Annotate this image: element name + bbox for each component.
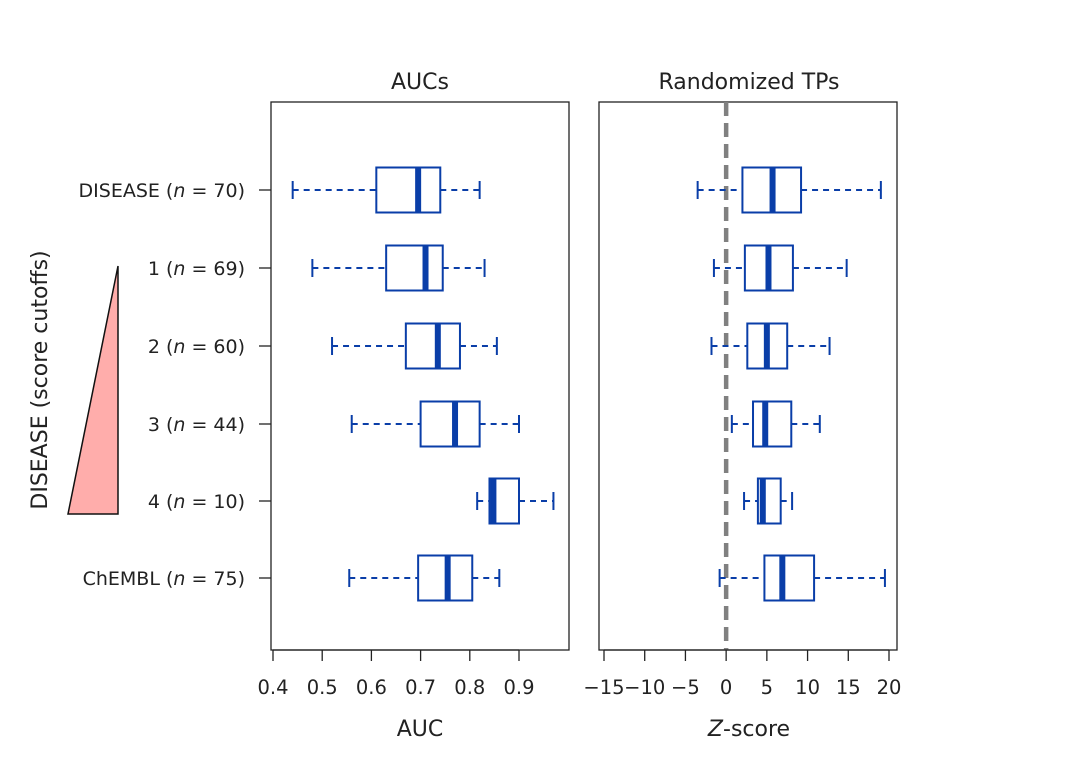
category-label-suffix: = 60) (185, 336, 245, 358)
category-label-n: n (173, 414, 185, 436)
boxplot-aucs (331, 322, 498, 370)
category-label-n: n (173, 568, 185, 590)
panel-title-aucs: AUCs (391, 70, 449, 95)
iqr-box (375, 166, 442, 214)
boxplot-aucs (476, 477, 555, 525)
x-tick-label: 0 (720, 676, 732, 699)
category-label-prefix: 1 ( (148, 258, 174, 280)
boxplot-aucs (348, 554, 501, 602)
x-tick-label: 0.6 (356, 676, 387, 699)
category-label-suffix: = 75) (185, 568, 245, 590)
x-axis-title-italic: Z (707, 717, 724, 742)
x-tick-label: 20 (877, 676, 902, 699)
x-axis-title-randomized-tps: Z-score (707, 717, 790, 742)
y-axis-title: DISEASE (score cutoffs) (28, 250, 53, 509)
category-label-suffix: = 69) (185, 258, 245, 280)
category-label: 1 (n = 69) (148, 258, 245, 280)
category-label: DISEASE (n = 70) (79, 180, 245, 202)
boxplot-randomized-tps (710, 322, 831, 370)
category-label: ChEMBL (n = 75) (83, 568, 245, 590)
boxplot-randomized-tps (718, 554, 886, 602)
category-label-prefix: ChEMBL ( (83, 568, 174, 590)
category-label-n: n (173, 180, 185, 202)
x-tick-label: 10 (795, 676, 820, 699)
boxplot-aucs (311, 244, 486, 292)
boxplot-randomized-tps (712, 244, 848, 292)
category-label-prefix: DISEASE ( (79, 180, 174, 202)
boxplot-randomized-tps (743, 477, 794, 525)
iqr-box (756, 477, 782, 525)
x-tick-label: −10 (624, 676, 665, 699)
iqr-box (404, 322, 461, 370)
x-tick-label: 0.4 (257, 676, 288, 699)
x-tick-label: −15 (583, 676, 624, 699)
category-label-n: n (173, 491, 185, 513)
x-tick-label: −5 (671, 676, 700, 699)
x-axis-title-rest: -score (723, 717, 790, 742)
boxplot-aucs (291, 166, 481, 214)
category-label: 4 (n = 10) (148, 491, 245, 513)
boxes-randomized-tps (696, 166, 886, 602)
category-label-suffix: = 44) (185, 414, 245, 436)
iqr-box (419, 400, 481, 448)
category-labels: DISEASE (n = 70)1 (n = 69)2 (n = 60)3 (n… (79, 180, 271, 590)
category-label-prefix: 2 ( (148, 336, 174, 358)
x-tick-label: 5 (761, 676, 773, 699)
iqr-box (763, 554, 816, 602)
x-axis-title-aucs: AUC (397, 717, 444, 742)
boxplot-randomized-tps (696, 166, 882, 214)
category-label-suffix: = 10) (185, 491, 245, 513)
category-label-prefix: 4 ( (148, 491, 174, 513)
x-tick-label: 0.5 (307, 676, 338, 699)
category-label: 3 (n = 44) (148, 414, 245, 436)
category-label-prefix: 3 ( (148, 414, 174, 436)
x-tick-label: 0.9 (503, 676, 534, 699)
x-axis-aucs: 0.4 0.5 0.6 0.7 0.8 0.9 (257, 649, 535, 699)
x-tick-label: 0.7 (405, 676, 436, 699)
boxplot-randomized-tps (730, 400, 821, 448)
boxes-aucs (291, 166, 555, 602)
x-axis-randomized-tps: −15 −10 −5 0 5 10 15 20 (583, 649, 902, 699)
x-tick-label: 0.8 (454, 676, 485, 699)
iqr-box (752, 400, 793, 448)
iqr-box (488, 477, 521, 525)
category-label-n: n (173, 258, 185, 280)
panel-title-randomized-tps: Randomized TPs (658, 70, 839, 95)
category-label-n: n (173, 336, 185, 358)
panel-randomized-tps: Randomized TPs −15 −10 −5 0 5 10 15 20 Z-score (583, 70, 901, 742)
category-label-suffix: = 70) (185, 180, 245, 202)
panel-aucs: AUCs 0.4 0.5 0.6 0.7 0.8 0.9 AUC (257, 70, 570, 742)
x-tick-label: 15 (836, 676, 861, 699)
plot-frame-randomized-tps (598, 101, 898, 651)
category-label: 2 (n = 60) (148, 336, 245, 358)
score-cutoff-triangle (67, 265, 119, 515)
boxplot-aucs (350, 400, 520, 448)
iqr-box (385, 244, 444, 292)
